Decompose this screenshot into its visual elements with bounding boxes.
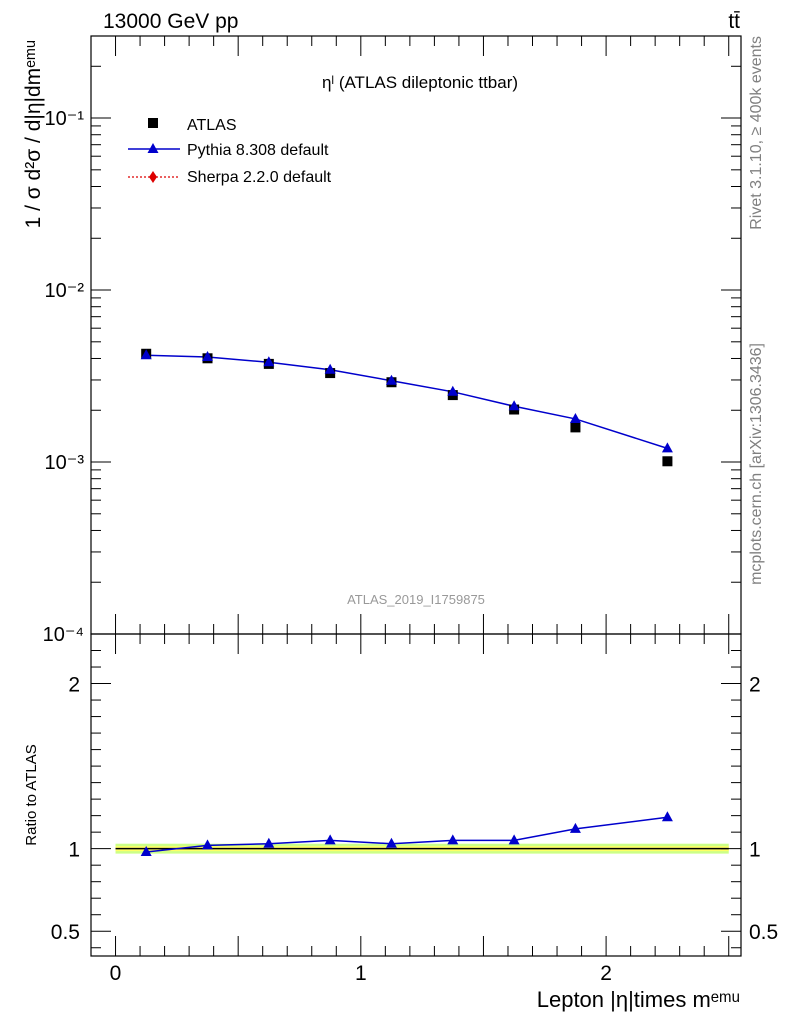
pythia-ratio-point: [569, 822, 581, 833]
pythia-point: [661, 442, 673, 453]
legend-pythia-label: Pythia 8.308 default: [187, 142, 329, 159]
ratio-band: [115, 843, 729, 854]
main-y-axis-label: 1 / σ d²σ / d|η|dmᵉᵐᵘ: [22, 40, 45, 228]
pythia-ratio-point: [140, 845, 152, 856]
atlas-point: [570, 422, 581, 433]
x-tick-label: 2: [600, 962, 612, 985]
ratio-y-axis-label: Ratio to ATLAS: [23, 744, 40, 845]
x-tick-label: 0: [110, 962, 122, 985]
ratio-panel: Ratio to ATLAS 0.5 0.5 1 1 2 2 0 1 2 Lepton |η|…: [23, 633, 778, 1012]
legend-sherpa-label: Sherpa 2.2.0 default: [187, 169, 332, 186]
pythia-point: [569, 412, 581, 423]
ratio-frame: [90, 633, 742, 957]
ratio-y-tick-label-right: 0.5: [749, 921, 778, 944]
legend-pythia-marker: [147, 143, 159, 153]
ratio-y-tick-label-right: 2: [749, 674, 761, 697]
ratio-ticks: [91, 634, 741, 956]
main-panel: ηˡ (ATLAS dileptonic ttbar) ATLAS_2019_I…: [22, 35, 742, 646]
pythia-ratio-point: [202, 839, 214, 850]
source-info: mcplots.cern.ch [arXiv:1306.3436]: [748, 343, 765, 585]
pythia-line: [146, 354, 668, 450]
x-tick-label: 1: [355, 962, 367, 985]
legend-atlas-label: ATLAS: [187, 117, 237, 134]
y-tick-label: 10⁻²: [45, 280, 85, 302]
pythia-point: [140, 349, 152, 360]
y-tick-label: 10⁻⁴: [43, 624, 84, 646]
pythia-point: [447, 385, 459, 396]
x-tick-labels: 0 1 2: [110, 962, 612, 985]
ratio-y-tick-label: 0.5: [51, 921, 80, 944]
legend: ATLAS Pythia 8.308 default Sherpa 2.2.0 de…: [128, 117, 332, 186]
pythia-point: [263, 356, 275, 367]
ratio-series: [140, 811, 673, 856]
legend-sherpa-marker: [149, 171, 157, 183]
main-series: [140, 348, 673, 467]
ratio-y-tick-label: 2: [68, 674, 80, 697]
pythia-ratio-point: [508, 834, 520, 845]
pythia-point: [202, 350, 214, 361]
pythia-ratio-point: [661, 811, 673, 822]
process-label: tt̄: [728, 10, 740, 33]
ratio-y-tick-label: 1: [68, 839, 80, 862]
x-axis-label: Lepton |η|times mᵉᵐᵘ: [537, 987, 740, 1012]
pythia-point: [324, 363, 336, 374]
pythia-ratio-point: [385, 837, 397, 848]
energy-label: 13000 GeV pp: [103, 10, 238, 33]
ratio-y-tick-labels: 0.5 0.5 1 1 2 2: [51, 674, 778, 945]
plot-title: ηˡ (ATLAS dileptonic ttbar): [322, 73, 518, 92]
legend-atlas-marker: [148, 118, 158, 128]
rivet-info: Rivet 3.1.10, ≥ 400k events: [748, 36, 765, 230]
pythia-ratio-point: [263, 837, 275, 848]
pythia-ratio-point: [447, 834, 459, 845]
main-ticks: [91, 36, 741, 635]
main-y-tick-labels: 10⁻⁴ 10⁻³ 10⁻² 10⁻¹: [43, 108, 85, 646]
analysis-watermark: ATLAS_2019_I1759875: [347, 592, 485, 607]
y-tick-label: 10⁻¹: [45, 108, 85, 130]
pythia-ratio-point: [324, 834, 336, 845]
pythia-point: [385, 374, 397, 385]
y-tick-label: 10⁻³: [45, 452, 85, 474]
ratio-y-tick-label-right: 1: [749, 839, 761, 862]
atlas-point: [662, 456, 673, 467]
pythia-point: [508, 400, 520, 411]
